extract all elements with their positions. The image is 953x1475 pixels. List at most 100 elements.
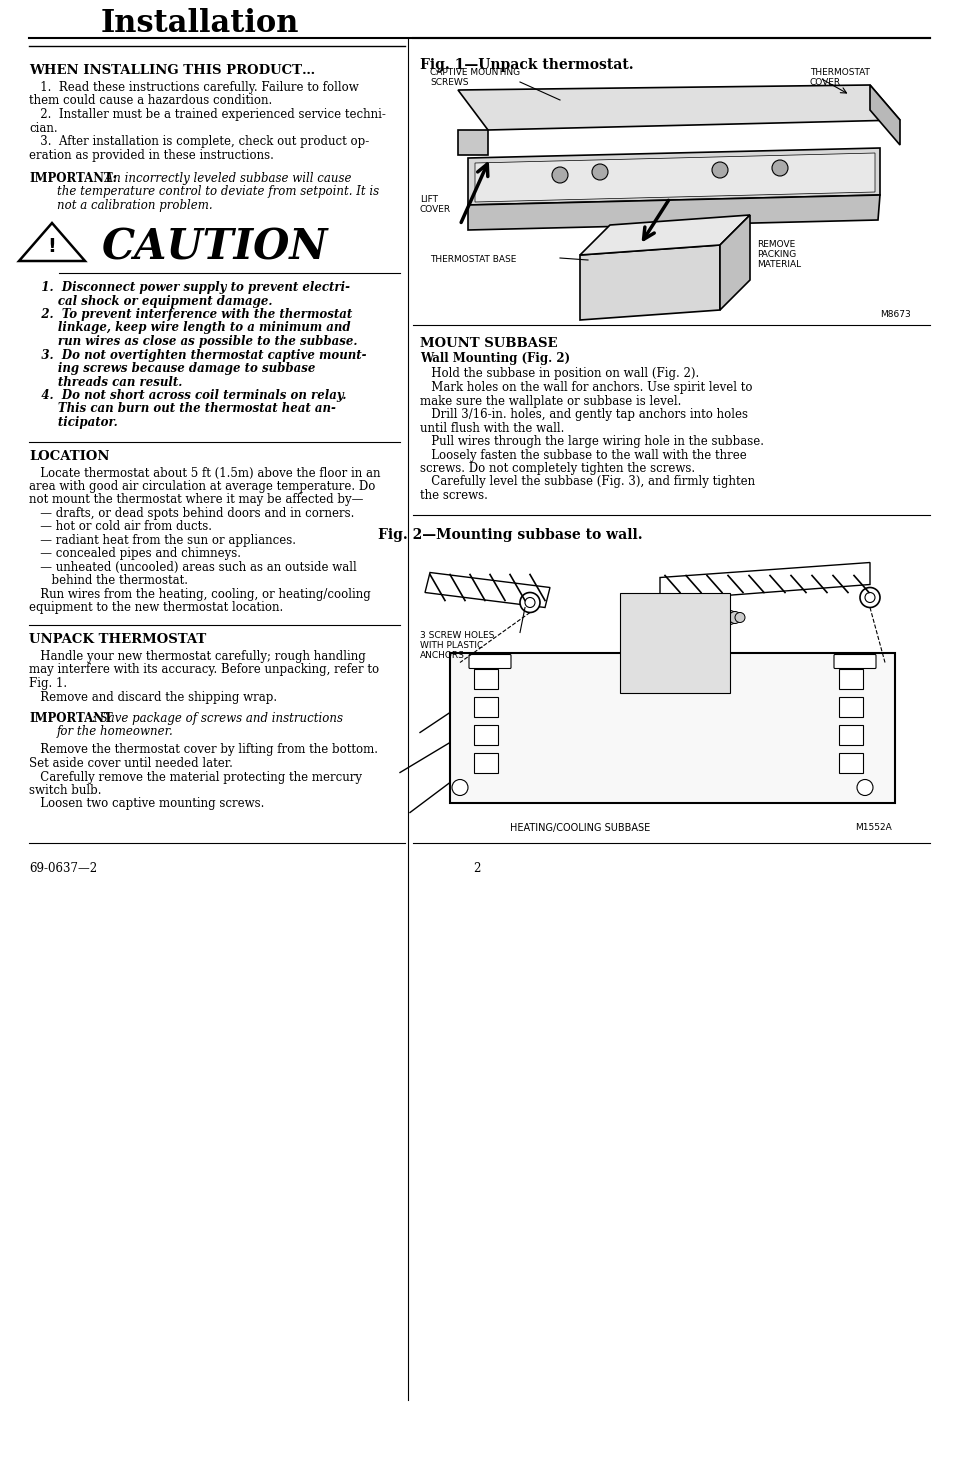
Text: Fig. 1—Unpack thermostat.: Fig. 1—Unpack thermostat. (419, 58, 633, 72)
Text: Set aside cover until needed later.: Set aside cover until needed later. (29, 757, 233, 770)
Text: Remove and discard the shipping wrap.: Remove and discard the shipping wrap. (29, 690, 276, 704)
FancyBboxPatch shape (469, 655, 511, 668)
FancyBboxPatch shape (833, 655, 875, 668)
Text: — radiant heat from the sun or appliances.: — radiant heat from the sun or appliance… (29, 534, 295, 547)
Text: Carefully level the subbase (Fig. 3), and firmly tighten: Carefully level the subbase (Fig. 3), an… (419, 475, 755, 488)
Text: Fig. 2—Mounting subbase to wall.: Fig. 2—Mounting subbase to wall. (377, 528, 641, 543)
Polygon shape (659, 562, 869, 600)
Text: WITH PLASTIC: WITH PLASTIC (419, 640, 483, 649)
Text: CAPTIVE MOUNTING: CAPTIVE MOUNTING (430, 68, 519, 77)
Text: CAUTION: CAUTION (102, 226, 328, 268)
Text: 3.  Do not overtighten thermostat captive mount-: 3. Do not overtighten thermostat captive… (29, 348, 366, 361)
Circle shape (771, 159, 787, 176)
Text: HEATING/COOLING SUBBASE: HEATING/COOLING SUBBASE (510, 823, 650, 832)
Text: Remove the thermostat cover by lifting from the bottom.: Remove the thermostat cover by lifting f… (29, 743, 377, 757)
Polygon shape (720, 215, 749, 310)
Text: : Save package of screws and instructions: : Save package of screws and instruction… (91, 712, 343, 726)
Polygon shape (475, 153, 874, 202)
FancyBboxPatch shape (474, 724, 497, 745)
Circle shape (689, 597, 709, 618)
FancyBboxPatch shape (838, 724, 862, 745)
Text: cian.: cian. (29, 121, 57, 134)
Text: Installation: Installation (101, 9, 299, 40)
Text: Drill 3/16-in. holes, and gently tap anchors into holes: Drill 3/16-in. holes, and gently tap anc… (419, 409, 747, 420)
Polygon shape (468, 148, 879, 205)
Text: PACKING: PACKING (757, 249, 796, 260)
Circle shape (859, 587, 879, 608)
Text: ANCHORS: ANCHORS (419, 650, 464, 659)
Circle shape (695, 602, 704, 612)
Text: SCREWS: SCREWS (430, 78, 468, 87)
Text: area with good air circulation at average temperature. Do: area with good air circulation at averag… (29, 479, 375, 493)
Text: THERMOSTAT BASE: THERMOSTAT BASE (430, 255, 516, 264)
Text: Fig. 1.: Fig. 1. (29, 677, 67, 690)
FancyBboxPatch shape (474, 668, 497, 689)
Text: Pull wires through the large wiring hole in the subbase.: Pull wires through the large wiring hole… (419, 435, 763, 448)
Bar (450, 652, 894, 802)
Polygon shape (579, 245, 720, 320)
FancyBboxPatch shape (838, 752, 862, 773)
Text: MOUNT SUBBASE: MOUNT SUBBASE (419, 336, 557, 350)
Text: threads can result.: threads can result. (29, 376, 182, 388)
Text: This can burn out the thermostat heat an-: This can burn out the thermostat heat an… (29, 403, 335, 416)
Text: Carefully remove the material protecting the mercury: Carefully remove the material protecting… (29, 770, 361, 783)
Text: Handle your new thermostat carefully; rough handling: Handle your new thermostat carefully; ro… (29, 650, 365, 662)
Text: M1552A: M1552A (854, 823, 891, 832)
Text: 3 SCREW HOLES: 3 SCREW HOLES (419, 630, 494, 640)
Circle shape (864, 593, 874, 602)
Text: LOCATION: LOCATION (29, 450, 110, 463)
Text: An incorrectly leveled subbase will cause: An incorrectly leveled subbase will caus… (101, 173, 351, 184)
Text: 4.  Do not short across coil terminals on relay.: 4. Do not short across coil terminals on… (29, 389, 346, 403)
Text: MATERIAL: MATERIAL (757, 260, 801, 268)
Circle shape (717, 609, 732, 625)
Text: 3.  After installation is complete, check out product op-: 3. After installation is complete, check… (29, 136, 369, 148)
Text: Loosely fasten the subbase to the wall with the three: Loosely fasten the subbase to the wall w… (419, 448, 746, 462)
Text: IMPORTANT: IMPORTANT (29, 712, 112, 726)
Text: LIFT: LIFT (419, 195, 437, 204)
Text: equipment to the new thermostat location.: equipment to the new thermostat location… (29, 602, 283, 615)
Text: run wires as close as possible to the subbase.: run wires as close as possible to the su… (29, 335, 357, 348)
Polygon shape (19, 223, 85, 261)
Text: 69-0637—2: 69-0637—2 (29, 863, 97, 876)
Text: COVER: COVER (809, 78, 841, 87)
Text: !: ! (48, 237, 56, 257)
Text: switch bulb.: switch bulb. (29, 785, 101, 796)
Text: M8673: M8673 (879, 310, 910, 319)
Text: — drafts, or dead spots behind doors and in corners.: — drafts, or dead spots behind doors and… (29, 507, 354, 521)
Text: ing screws because damage to subbase: ing screws because damage to subbase (29, 361, 315, 375)
Circle shape (710, 609, 728, 627)
Text: for the homeowner.: for the homeowner. (57, 726, 173, 739)
Text: eration as provided in these instructions.: eration as provided in these instruction… (29, 149, 274, 161)
Polygon shape (457, 130, 488, 155)
Text: 2.  Installer must be a trained experienced service techni-: 2. Installer must be a trained experienc… (29, 108, 385, 121)
Circle shape (722, 611, 737, 624)
Polygon shape (457, 86, 899, 130)
Text: Run wires from the heating, cooling, or heating/cooling: Run wires from the heating, cooling, or … (29, 589, 371, 600)
Polygon shape (869, 86, 899, 145)
Text: 1.  Read these instructions carefully. Failure to follow: 1. Read these instructions carefully. Fa… (29, 81, 358, 94)
Text: make sure the wallplate or subbase is level.: make sure the wallplate or subbase is le… (419, 394, 680, 407)
Text: the temperature control to deviate from setpoint. It is: the temperature control to deviate from … (57, 186, 378, 199)
Text: IMPORTANT:: IMPORTANT: (29, 173, 116, 184)
Circle shape (452, 779, 468, 795)
Text: them could cause a hazardous condition.: them could cause a hazardous condition. (29, 94, 272, 108)
FancyBboxPatch shape (474, 696, 497, 717)
Text: REMOVE: REMOVE (757, 240, 795, 249)
Text: behind the thermostat.: behind the thermostat. (29, 574, 188, 587)
FancyBboxPatch shape (474, 752, 497, 773)
Text: the screws.: the screws. (419, 490, 487, 502)
Text: WHEN INSTALLING THIS PRODUCT…: WHEN INSTALLING THIS PRODUCT… (29, 63, 314, 77)
Text: Hold the subbase in position on wall (Fig. 2).: Hold the subbase in position on wall (Fi… (419, 367, 699, 381)
Text: not a calibration problem.: not a calibration problem. (57, 199, 213, 212)
Polygon shape (424, 572, 550, 608)
Text: — concealed pipes and chimneys.: — concealed pipes and chimneys. (29, 547, 241, 560)
Text: COVER: COVER (419, 205, 451, 214)
Text: 2.  To prevent interference with the thermostat: 2. To prevent interference with the ther… (29, 308, 352, 322)
Circle shape (728, 612, 740, 624)
Circle shape (711, 162, 727, 178)
Text: THERMOSTAT: THERMOSTAT (809, 68, 869, 77)
FancyBboxPatch shape (838, 668, 862, 689)
Text: 1.  Disconnect power supply to prevent electri-: 1. Disconnect power supply to prevent el… (29, 282, 350, 294)
Circle shape (856, 779, 872, 795)
FancyBboxPatch shape (838, 696, 862, 717)
